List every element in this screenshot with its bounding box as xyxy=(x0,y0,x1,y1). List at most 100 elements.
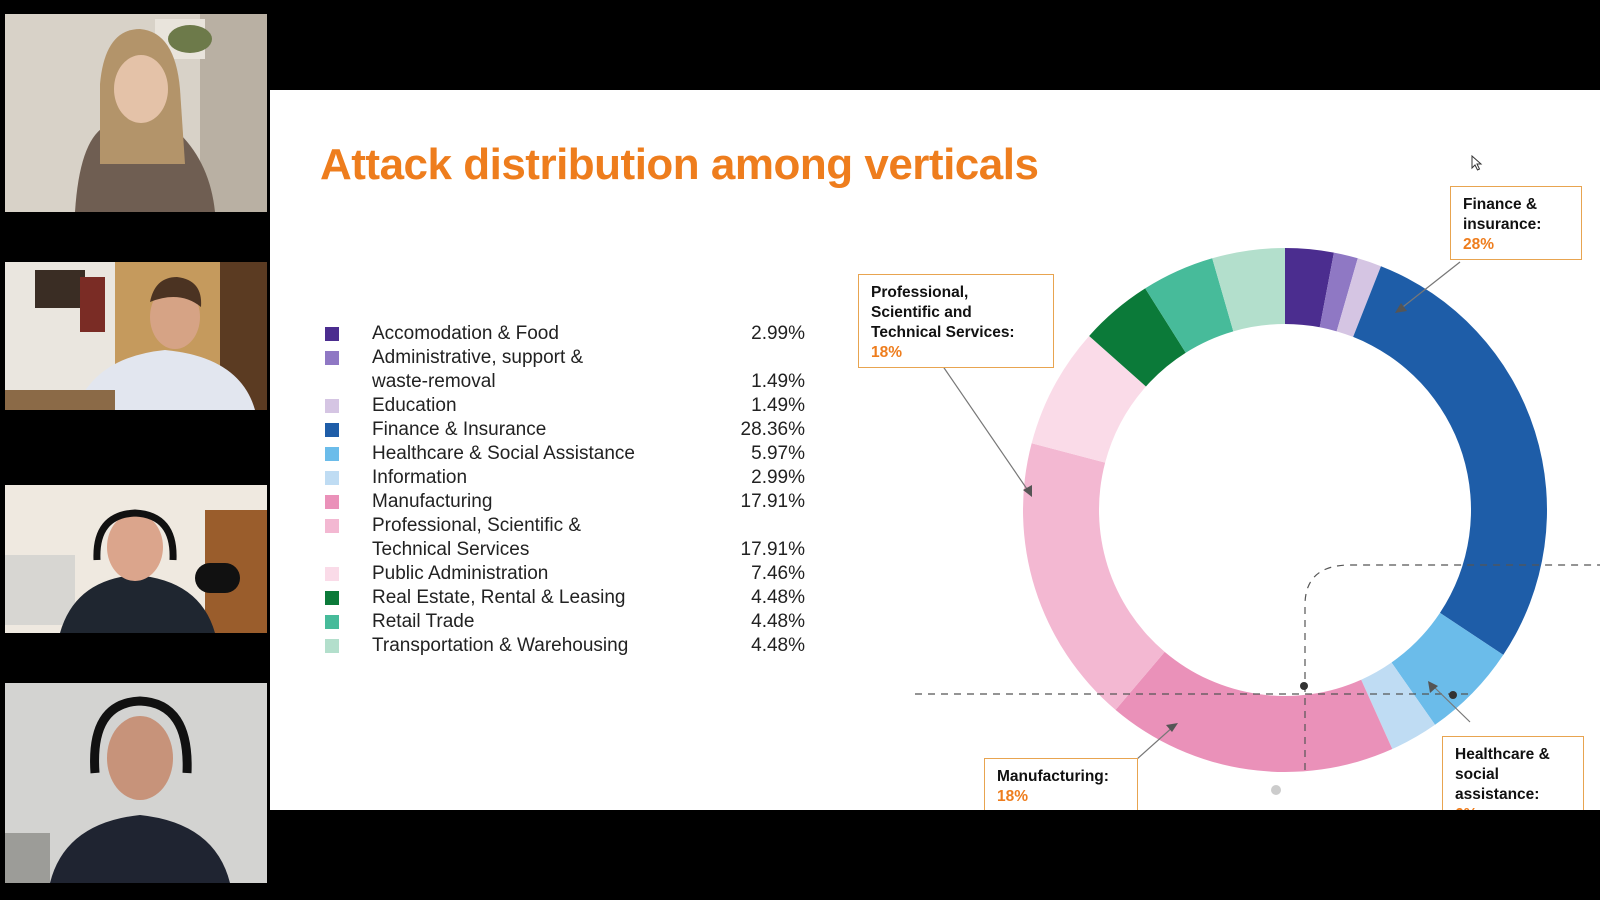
donut-slice xyxy=(1391,612,1504,725)
legend-value: 2.99% xyxy=(751,323,805,344)
leader-line xyxy=(1431,684,1471,723)
donut-slice xyxy=(1145,258,1234,353)
legend-item: Professional, Scientific & Technical Serv… xyxy=(325,514,805,562)
callout-manufacturing-pct: 18% xyxy=(997,788,1029,805)
legend-label: Technical Services xyxy=(372,539,530,560)
legend-label: Finance & Insurance xyxy=(372,419,547,440)
callout-healthcare-line-3: assistance: xyxy=(1455,786,1540,803)
legend-label: waste-removal xyxy=(372,371,496,392)
legend-item: Healthcare & Social Assistance 5.97% xyxy=(325,442,805,466)
callout-finance: Finance & insurance: 28% xyxy=(1450,186,1582,260)
legend-label: Healthcare & Social Assistance xyxy=(372,443,635,464)
dot-marker xyxy=(1271,785,1281,795)
legend-swatch xyxy=(325,519,339,533)
legend-label: Administrative, support & xyxy=(372,347,584,368)
legend-value: 17.91% xyxy=(740,491,805,512)
legend-value: 1.49% xyxy=(751,395,805,416)
legend-item: Retail Trade 4.48% xyxy=(325,610,805,634)
legend-label: Accomodation & Food xyxy=(372,323,559,344)
callout-professional-line-2: Scientific and xyxy=(871,304,972,321)
legend-value: 4.48% xyxy=(751,587,805,608)
legend-item: Transportation & Warehousing 4.48% xyxy=(325,634,805,658)
donut-chart xyxy=(915,248,1600,795)
chart-legend: Accomodation & Food 2.99% Administrative, … xyxy=(325,322,805,658)
callout-healthcare-pct: 6% xyxy=(1455,805,1571,810)
leader-line xyxy=(1398,261,1461,311)
legend-value: 2.99% xyxy=(751,467,805,488)
legend-value: 5.97% xyxy=(751,443,805,464)
callout-professional-line-3: Technical Services: xyxy=(871,324,1015,341)
participant-video-2[interactable] xyxy=(5,262,267,410)
callout-finance-line-2: insurance: xyxy=(1463,216,1542,233)
callout-manufacturing: Manufacturing: 18% xyxy=(984,758,1138,810)
arrow-head xyxy=(1166,723,1178,732)
callout-professional: Professional, Scientific and Technical S… xyxy=(858,274,1054,368)
callout-manufacturing-line-1: Manufacturing: xyxy=(997,768,1109,785)
arrow-head xyxy=(1428,681,1438,693)
legend-swatch xyxy=(325,591,339,605)
legend-item: Public Administration 7.46% xyxy=(325,562,805,586)
donut-slice xyxy=(1353,266,1547,655)
dot-marker xyxy=(1300,682,1308,690)
legend-label: Public Administration xyxy=(372,563,549,584)
legend-swatch xyxy=(325,471,339,485)
callout-finance-line-1: Finance & xyxy=(1463,196,1538,213)
callout-healthcare-line-2: social xyxy=(1455,766,1499,783)
legend-swatch xyxy=(325,567,339,581)
legend-label: Real Estate, Rental & Leasing xyxy=(372,587,626,608)
legend-value: 7.46% xyxy=(751,563,805,584)
arrow-head xyxy=(1395,303,1407,313)
legend-swatch xyxy=(325,495,339,509)
legend-value: 4.48% xyxy=(751,611,805,632)
legend-swatch xyxy=(325,447,339,461)
callout-finance-pct: 28% xyxy=(1463,236,1495,253)
callout-professional-line-1: Professional, xyxy=(871,284,969,301)
legend-item: Accomodation & Food 2.99% xyxy=(325,322,805,346)
donut-slice xyxy=(1089,288,1186,387)
legend-value: 17.91% xyxy=(740,539,805,560)
legend-swatch xyxy=(325,399,339,413)
donut-slice xyxy=(1023,443,1165,710)
slide-title: Attack distribution among verticals xyxy=(320,140,1039,189)
donut-slice xyxy=(1285,248,1334,328)
legend-value: 4.48% xyxy=(751,635,805,656)
legend-value: 1.49% xyxy=(751,371,805,392)
legend-label: Professional, Scientific & xyxy=(372,515,582,536)
callout-healthcare-line-1: Healthcare & xyxy=(1455,746,1550,763)
legend-swatch xyxy=(325,615,339,629)
arrow-head xyxy=(1023,485,1032,497)
legend-swatch xyxy=(325,351,339,365)
legend-swatch xyxy=(325,423,339,437)
donut-slice xyxy=(1361,662,1436,750)
legend-label: Education xyxy=(372,395,457,416)
legend-item: Manufacturing 17.91% xyxy=(325,490,805,514)
participant-video-3[interactable] xyxy=(5,485,267,633)
donut-slice xyxy=(1031,335,1146,463)
donut-slice xyxy=(1319,252,1358,332)
callout-healthcare: Healthcare & social assistance: 6% xyxy=(1442,736,1584,810)
legend-label: Manufacturing xyxy=(372,491,493,512)
legend-item: Real Estate, Rental & Leasing 4.48% xyxy=(325,586,805,610)
donut-slice xyxy=(1336,258,1381,337)
legend-item: Finance & Insurance 28.36% xyxy=(325,418,805,442)
leader-line xyxy=(939,361,1030,493)
legend-item: Education 1.49% xyxy=(325,394,805,418)
participant-video-1[interactable] xyxy=(5,14,267,212)
participant-video-4[interactable] xyxy=(5,683,267,883)
legend-swatch xyxy=(325,327,339,341)
shared-slide: Attack distribution among verticals Acco… xyxy=(270,90,1600,810)
legend-swatch xyxy=(325,639,339,653)
legend-label: Transportation & Warehousing xyxy=(372,635,629,656)
mouse-cursor-icon xyxy=(1471,155,1483,171)
dot-marker xyxy=(1449,691,1457,699)
legend-label: Information xyxy=(372,467,468,488)
legend-value: 28.36% xyxy=(740,419,805,440)
legend-label: Retail Trade xyxy=(372,611,475,632)
donut-slice xyxy=(1115,651,1393,772)
donut-slice xyxy=(1212,248,1285,332)
legend-item: Information 2.99% xyxy=(325,466,805,490)
dashed-guide-line xyxy=(1304,564,1600,770)
participant-sidebar xyxy=(0,0,270,900)
legend-item: Administrative, support & waste-removal 1.… xyxy=(325,346,805,394)
callout-professional-pct: 18% xyxy=(871,344,903,361)
